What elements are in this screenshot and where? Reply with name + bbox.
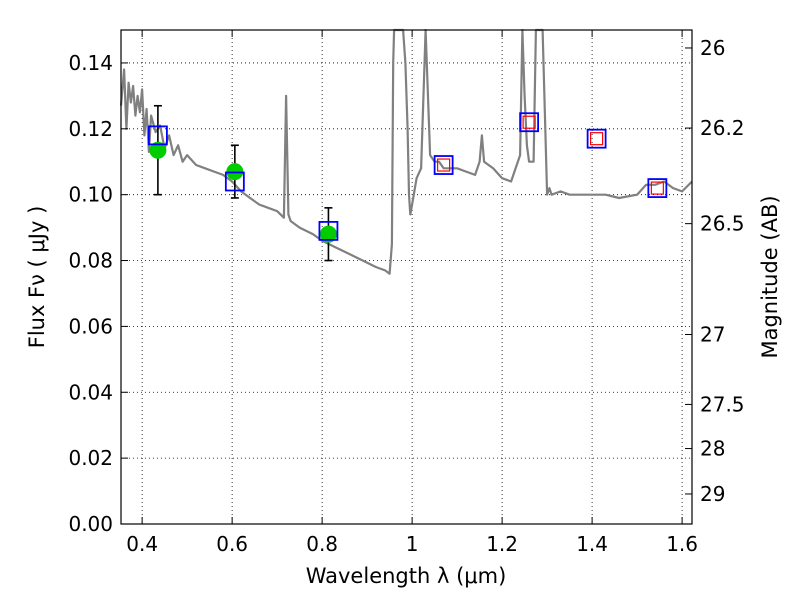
spectrum-line bbox=[119, 28, 693, 275]
y-tick-label: 0.08 bbox=[68, 249, 113, 273]
observed-point bbox=[319, 225, 337, 243]
spectrum-layer bbox=[119, 28, 693, 275]
red-model-square bbox=[590, 132, 604, 146]
mag-tick-label: 29 bbox=[700, 482, 725, 506]
marker-layer bbox=[147, 104, 668, 262]
y-tick-label: 0.02 bbox=[68, 446, 113, 470]
x-tick-label: 0.6 bbox=[216, 532, 248, 556]
blue-model-square bbox=[224, 171, 245, 192]
plot-frame bbox=[120, 29, 693, 525]
red-model-square bbox=[437, 158, 451, 172]
red-model-square bbox=[650, 181, 664, 195]
x-tick-label: 0.8 bbox=[306, 532, 338, 556]
y-tick-label: 0.10 bbox=[68, 183, 113, 207]
y-tick-label: 0.04 bbox=[68, 380, 113, 404]
red-model-square bbox=[522, 115, 536, 129]
y-tick-label: 0.00 bbox=[68, 512, 113, 536]
mag-tick-label: 27 bbox=[700, 322, 725, 346]
mag-tick-label: 26.2 bbox=[700, 116, 745, 140]
y-axis-label: Flux Fν ( μJy ) bbox=[25, 206, 49, 349]
x-tick-label: 1 bbox=[406, 532, 419, 556]
y-tick-label: 0.06 bbox=[68, 314, 113, 338]
blue-model-square bbox=[433, 155, 454, 175]
y-tick-label: 0.14 bbox=[68, 51, 113, 75]
mag-tick-label: 27.5 bbox=[700, 392, 745, 416]
x-tick-label: 1.2 bbox=[486, 532, 518, 556]
x-tick-label: 1.4 bbox=[576, 532, 608, 556]
tick-layer: 0.4 0.6 0.8 1 1.2 1.4 1.6 0.00 0.02 0.04 0.06 0.08 0… bbox=[68, 30, 745, 556]
blue-model-square bbox=[586, 128, 607, 149]
blue-model-square bbox=[647, 178, 668, 198]
blue-model-square bbox=[318, 220, 339, 241]
x-axis-label: Wavelength λ (μm) bbox=[306, 564, 507, 588]
x-tick-label: 0.4 bbox=[126, 532, 158, 556]
y2-axis-label: Magnitude (AB) bbox=[758, 195, 782, 358]
mag-tick-label: 26 bbox=[700, 36, 725, 60]
mag-tick-label: 28 bbox=[700, 437, 725, 461]
mag-tick-label: 26.5 bbox=[700, 212, 745, 236]
blue-model-square bbox=[147, 125, 168, 146]
blue-model-square bbox=[519, 112, 540, 133]
y-tick-label: 0.12 bbox=[68, 117, 113, 141]
x-tick-label: 1.6 bbox=[666, 532, 698, 556]
observed-point bbox=[149, 141, 167, 159]
